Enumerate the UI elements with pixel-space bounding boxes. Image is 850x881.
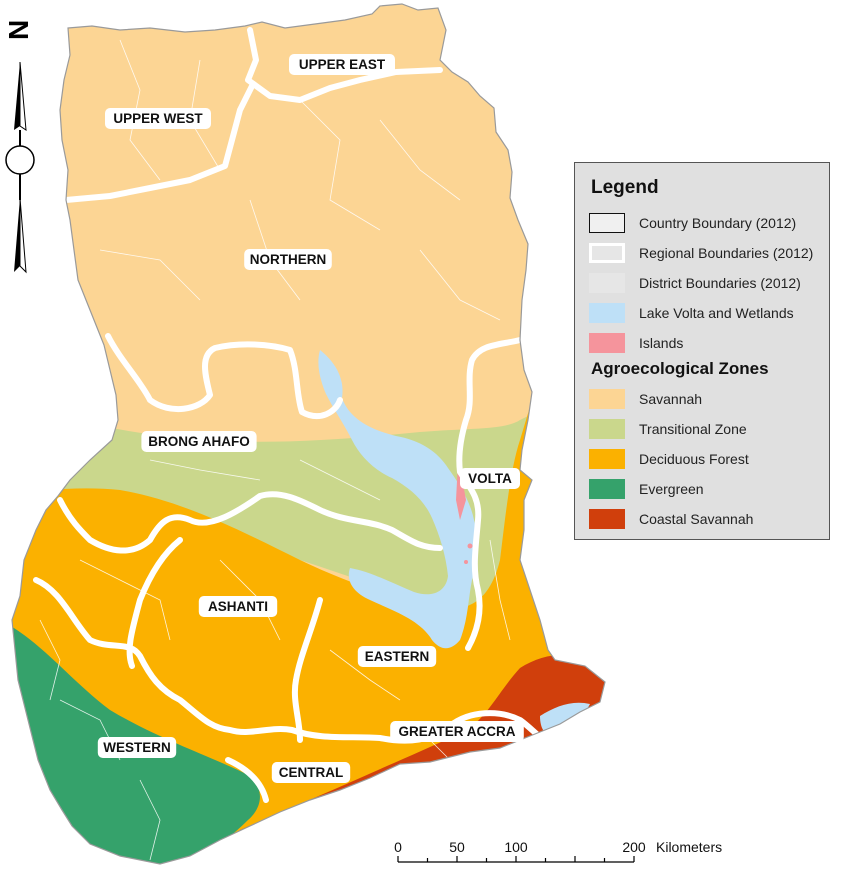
- legend-boundary-swatch: [589, 303, 625, 323]
- legend-zone-label: Transitional Zone: [639, 421, 747, 437]
- legend-zone-swatch: [589, 509, 625, 529]
- region-label-bg: [141, 431, 257, 452]
- north-letter: N: [3, 20, 34, 40]
- legend-boundary-label: Regional Boundaries (2012): [639, 245, 814, 261]
- legend-boundary-label: District Boundaries (2012): [639, 275, 801, 291]
- region-name: GREATER ACCRA: [399, 724, 516, 739]
- legend-zone-swatch: [589, 419, 625, 439]
- region-label-bg: [357, 646, 437, 667]
- region-label-brong-ahafo: BRONG AHAFO: [141, 431, 257, 452]
- region-name: BRONG AHAFO: [148, 434, 250, 449]
- zones-title: Agroecological Zones: [591, 359, 769, 378]
- region-label-bg: [460, 468, 520, 489]
- scale-tick-50: 50: [449, 839, 465, 855]
- region-label-upper-west: UPPER WEST: [105, 108, 211, 129]
- legend-zone-label: Savannah: [639, 391, 703, 407]
- region-label-bg: [198, 596, 278, 617]
- region-label-bg: [289, 54, 395, 75]
- legend-zone-swatch: [589, 449, 625, 469]
- region-label-bg: [244, 249, 332, 270]
- legend-boundary-label: Islands: [639, 335, 684, 351]
- legend-zone-label: Deciduous Forest: [639, 451, 749, 467]
- legend-boundary-item: District Boundaries (2012): [589, 272, 801, 294]
- legend-boundary-item: Regional Boundaries (2012): [589, 242, 813, 264]
- north-arrow: N: [3, 20, 35, 274]
- region-name: EASTERN: [365, 649, 430, 664]
- region-name: NORTHERN: [250, 252, 327, 267]
- region-label-northern: NORTHERN: [244, 249, 332, 270]
- region-label-upper-east: UPPER EAST: [289, 54, 395, 75]
- legend-zone-item: Transitional Zone: [589, 418, 747, 440]
- region-label-western: WESTERN: [97, 737, 177, 758]
- legend-zone-swatch: [589, 479, 625, 499]
- legend-zone-item: Evergreen: [589, 478, 704, 500]
- legend-panel: Legend Country Boundary (2012) Regional B…: [574, 162, 830, 540]
- legend-zone-item: Savannah: [589, 388, 702, 410]
- region-name: UPPER EAST: [299, 57, 386, 72]
- legend-zone-item: Coastal Savannah: [589, 508, 753, 530]
- region-name: UPPER WEST: [113, 111, 203, 126]
- scale-bar: 0 50 100 200 Kilometers: [394, 839, 722, 863]
- legend-boundary-swatch: [589, 243, 625, 263]
- legend-boundary-item: Lake Volta and Wetlands: [589, 302, 794, 324]
- region-label-bg: [105, 108, 211, 129]
- legend-title: Legend: [591, 177, 659, 198]
- region-label-volta: VOLTA: [460, 468, 520, 489]
- region-name: WESTERN: [103, 740, 171, 755]
- legend-zone-label: Coastal Savannah: [639, 511, 754, 527]
- region-name: ASHANTI: [208, 599, 268, 614]
- region-label-bg: [97, 737, 177, 758]
- legend-boundary-label: Lake Volta and Wetlands: [639, 305, 794, 321]
- region-label-ashanti: ASHANTI: [198, 596, 278, 617]
- scale-unit: Kilometers: [656, 839, 722, 855]
- scale-tick-200: 200: [622, 839, 646, 855]
- scale-tick-0: 0: [394, 839, 402, 855]
- legend-boundary-item: Islands: [589, 332, 683, 354]
- legend-boundary-swatch: [589, 333, 625, 353]
- scale-tick-100: 100: [504, 839, 528, 855]
- region-label-central: CENTRAL: [271, 762, 351, 783]
- region-name: CENTRAL: [279, 765, 344, 780]
- legend-boundary-swatch: [589, 213, 625, 233]
- legend-zone-item: Deciduous Forest: [589, 448, 749, 470]
- region-label-bg: [271, 762, 351, 783]
- legend-boundary-item: Country Boundary (2012): [589, 212, 796, 234]
- region-label-bg: [390, 721, 524, 742]
- legend-boundary-label: Country Boundary (2012): [639, 215, 797, 231]
- region-label-greater-accra: GREATER ACCRA: [390, 721, 524, 742]
- legend-zone-swatch: [589, 389, 625, 409]
- region-label-eastern: EASTERN: [357, 646, 437, 667]
- legend-zone-label: Evergreen: [639, 481, 704, 497]
- legend-boundary-swatch: [589, 273, 625, 293]
- region-name: VOLTA: [468, 471, 512, 486]
